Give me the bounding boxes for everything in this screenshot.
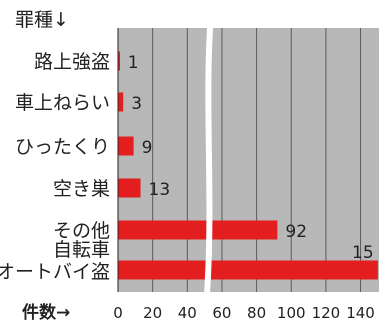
plot-background (118, 28, 379, 292)
bar (118, 260, 378, 280)
x-tick-label: 80 (247, 304, 266, 322)
bars (118, 51, 378, 280)
data-label: 1 (128, 53, 139, 73)
x-tick-label: 60 (212, 304, 231, 322)
data-label: 13 (149, 180, 171, 200)
x-tick-label: 100 (277, 304, 306, 322)
bar (118, 51, 120, 71)
category-label: 空き巣 (53, 178, 110, 200)
x-tick-label: 40 (178, 304, 197, 322)
data-label: 9 (142, 138, 153, 158)
x-tick-label: 20 (143, 304, 162, 322)
data-label: 3 (131, 94, 142, 114)
x-axis-title: 件数→ (22, 302, 70, 323)
axis-break-line (204, 27, 214, 293)
labels: 0 20 40 60 80 100 120 140 路上強盗車上ねらいひったくり空き巣その他自転… (0, 51, 375, 322)
category-label: 自転車オートバイ盗 (0, 239, 110, 283)
x-tick-label: 0 (113, 304, 123, 322)
grid (152, 28, 362, 292)
bar (118, 136, 134, 156)
x-tick-label: 120 (312, 304, 341, 322)
data-label: 15 (352, 243, 374, 263)
data-label: 92 (285, 222, 307, 242)
bar (118, 92, 124, 112)
bar (118, 178, 141, 198)
category-label: ひったくり (15, 136, 110, 158)
x-tick-label: 140 (346, 304, 375, 322)
axis-break (204, 27, 214, 293)
y-axis-title: 罪種↓ (15, 9, 69, 31)
bar (118, 220, 278, 240)
category-label: 車上ねらい (15, 92, 110, 114)
category-label: その他 (53, 220, 110, 242)
category-label: 路上強盗 (34, 51, 110, 73)
